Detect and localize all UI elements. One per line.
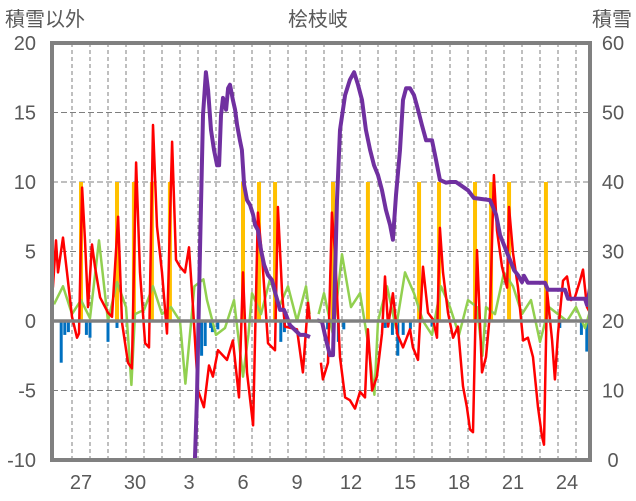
orange-bar bbox=[257, 182, 262, 321]
blue-bar bbox=[408, 321, 412, 330]
blue-bar bbox=[216, 321, 220, 330]
blue-bar bbox=[210, 321, 214, 333]
x-tick-label: 18 bbox=[448, 472, 470, 494]
red-series-line bbox=[319, 173, 590, 446]
left-tick-label: 20 bbox=[14, 33, 36, 55]
left-tick-label: 5 bbox=[25, 242, 36, 264]
right-tick-label: 60 bbox=[602, 33, 624, 55]
x-tick-label: 3 bbox=[183, 472, 194, 494]
blue-bar bbox=[200, 321, 204, 356]
blue-bar bbox=[84, 321, 88, 335]
blue-bar bbox=[59, 321, 63, 363]
right-tick-label: 40 bbox=[602, 172, 624, 194]
purple-series-line bbox=[52, 70, 311, 460]
left-tick-label: -5 bbox=[18, 381, 36, 403]
blue-bar bbox=[63, 321, 67, 335]
blue-bar bbox=[390, 321, 394, 335]
blue-bar bbox=[430, 321, 434, 327]
x-tick-label: 27 bbox=[70, 472, 92, 494]
orange-bar bbox=[331, 182, 335, 321]
blue-bar bbox=[209, 321, 213, 328]
blue-bar bbox=[396, 321, 400, 356]
orange-bar bbox=[543, 182, 548, 321]
blue-bar bbox=[115, 321, 119, 328]
plot-frame bbox=[50, 41, 592, 462]
blue-bar bbox=[88, 321, 92, 338]
chart-title: 桧枝岐 bbox=[288, 7, 348, 31]
blue-bar bbox=[279, 321, 283, 342]
red-series-line bbox=[52, 123, 312, 427]
right-tick-label: 20 bbox=[602, 311, 624, 333]
right-tick-label: 0 bbox=[607, 450, 618, 472]
orange-bar bbox=[273, 182, 278, 321]
purple-series-line bbox=[316, 70, 590, 358]
x-tick-label: 6 bbox=[237, 472, 248, 494]
right-tick-label: 30 bbox=[602, 242, 624, 264]
blue-bar bbox=[66, 321, 70, 333]
left-axis-title: 積雪以外 bbox=[5, 7, 85, 31]
blue-bar bbox=[203, 321, 207, 347]
x-tick-label: 21 bbox=[502, 472, 524, 494]
x-tick-label: 9 bbox=[291, 472, 302, 494]
orange-bar bbox=[473, 182, 478, 321]
orange-bar bbox=[241, 182, 245, 321]
right-axis-title: 積雪 bbox=[592, 7, 632, 31]
x-tick-label: 30 bbox=[124, 472, 146, 494]
blue-bar bbox=[585, 321, 589, 352]
left-tick-label: 0 bbox=[25, 311, 36, 333]
blue-bar bbox=[579, 321, 583, 335]
green-series-line bbox=[52, 239, 311, 387]
x-tick-label: 24 bbox=[556, 472, 578, 494]
x-tick-label: 15 bbox=[394, 472, 416, 494]
left-tick-label: 10 bbox=[14, 172, 36, 194]
left-tick-label: -10 bbox=[7, 450, 36, 472]
x-tick-label: 12 bbox=[340, 472, 362, 494]
left-tick-label: 15 bbox=[14, 103, 36, 125]
orange-bar bbox=[365, 182, 370, 321]
right-tick-label: 50 bbox=[602, 103, 624, 125]
orange-bar bbox=[417, 182, 422, 321]
blue-bar bbox=[106, 321, 110, 342]
blue-bar bbox=[342, 321, 346, 330]
right-tick-label: 10 bbox=[602, 381, 624, 403]
blue-bar bbox=[401, 321, 405, 335]
blue-bar bbox=[383, 321, 387, 328]
blue-bar bbox=[326, 321, 330, 330]
